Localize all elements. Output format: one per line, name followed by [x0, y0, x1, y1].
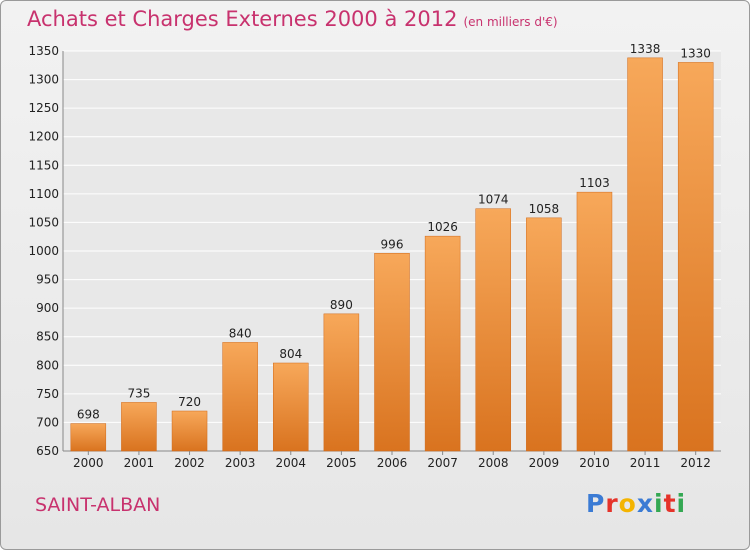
- y-tick-label: 650: [36, 444, 59, 458]
- chart-title: Achats et Charges Externes 2000 à 2012 (e…: [27, 7, 558, 31]
- y-tick-label: 1000: [28, 244, 59, 258]
- logo-letter: P: [586, 489, 606, 518]
- y-tick-label: 900: [36, 301, 59, 315]
- bar: [526, 217, 562, 452]
- y-tick-label: 1300: [28, 73, 59, 87]
- bar: [374, 253, 410, 452]
- logo-letter: x: [636, 489, 654, 518]
- data-label: 720: [178, 395, 201, 409]
- y-tick-label: 1050: [28, 215, 59, 229]
- data-label: 698: [77, 408, 100, 422]
- x-tick-label: 2011: [630, 456, 661, 470]
- bar: [424, 235, 461, 452]
- proxiti-logo: Proxiti: [586, 489, 686, 518]
- data-label: 840: [229, 326, 252, 340]
- title-text: Achats et Charges Externes 2000 à 2012: [27, 7, 458, 31]
- data-label: 996: [381, 237, 404, 251]
- x-tick-label: 2001: [124, 456, 155, 470]
- bar: [677, 62, 714, 452]
- bar: [121, 402, 157, 452]
- data-label: 1330: [680, 46, 711, 60]
- logo-letter: t: [663, 489, 677, 518]
- x-tick-label: 2005: [326, 456, 357, 470]
- y-tick-label: 1350: [28, 44, 59, 58]
- y-tick-label: 950: [36, 273, 59, 287]
- y-tick-label: 750: [36, 387, 59, 401]
- bar: [171, 410, 208, 452]
- data-label: 1026: [427, 220, 458, 234]
- bar: [323, 313, 360, 452]
- y-tick-label: 850: [36, 330, 59, 344]
- y-tick-label: 700: [36, 415, 59, 429]
- logo-letter: i: [654, 489, 664, 518]
- data-label: 735: [127, 386, 150, 400]
- data-label: 804: [279, 347, 302, 361]
- y-tick-label: 1250: [28, 101, 59, 115]
- x-tick-label: 2008: [478, 456, 509, 470]
- city-label: SAINT-ALBAN: [35, 494, 161, 516]
- x-tick-label: 2012: [680, 456, 711, 470]
- data-label: 890: [330, 298, 353, 312]
- bar: [576, 191, 613, 452]
- y-tick-label: 1100: [28, 187, 59, 201]
- y-tick-label: 800: [36, 358, 59, 372]
- x-tick-label: 2006: [377, 456, 408, 470]
- unit-label: (en milliers d'€): [463, 15, 558, 29]
- bar: [70, 423, 107, 452]
- bar: [627, 57, 663, 452]
- x-tick-label: 2010: [579, 456, 610, 470]
- logo-letter: o: [618, 489, 637, 518]
- logo-letter: r: [605, 489, 619, 518]
- x-tick-label: 2000: [73, 456, 104, 470]
- data-label: 1103: [579, 176, 610, 190]
- data-label: 1074: [478, 193, 509, 207]
- x-tick-label: 2009: [529, 456, 560, 470]
- bar: [475, 208, 511, 452]
- x-tick-label: 2003: [225, 456, 256, 470]
- logo-letter: i: [676, 489, 687, 518]
- bar: [273, 362, 309, 452]
- bar: [222, 342, 258, 452]
- x-tick-label: 2007: [427, 456, 458, 470]
- y-tick-label: 1150: [28, 158, 59, 172]
- data-label: 1058: [529, 202, 560, 216]
- data-label: 1338: [630, 42, 661, 56]
- x-tick-label: 2002: [174, 456, 205, 470]
- y-tick-label: 1200: [28, 130, 59, 144]
- x-tick-label: 2004: [275, 456, 306, 470]
